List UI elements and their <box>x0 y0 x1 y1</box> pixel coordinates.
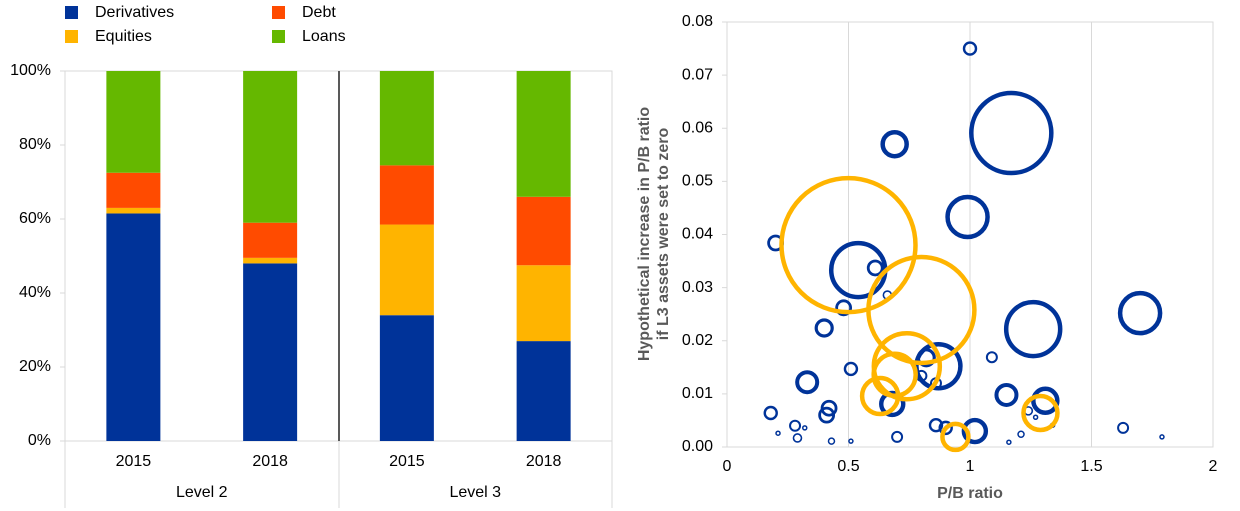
bubble <box>879 390 906 418</box>
y-tick-label: 100% <box>10 62 51 79</box>
bubble <box>763 405 778 421</box>
x-tick-label: 0.5 <box>837 458 859 475</box>
y-tick-label: 0.05 <box>682 173 713 190</box>
group-label: Level 3 <box>449 484 501 501</box>
bubble <box>928 418 944 433</box>
x-tick-label: 1.5 <box>1080 458 1102 475</box>
legend-label: Equities <box>95 28 152 45</box>
bubble <box>795 370 820 395</box>
bar-segment <box>106 71 161 173</box>
x-tick-label: 2018 <box>526 453 562 470</box>
bubble <box>940 421 971 453</box>
legend-label: Debt <box>302 4 336 21</box>
bar-segment <box>106 172 161 208</box>
bubble <box>938 420 953 436</box>
bubble <box>1031 386 1060 416</box>
bubble <box>962 41 978 56</box>
bubble <box>1117 290 1163 336</box>
y-tick-label: 0.00 <box>682 438 713 455</box>
bubble <box>828 240 888 300</box>
bubble <box>866 254 977 366</box>
x-tick-label: 2018 <box>252 453 288 470</box>
bubble <box>818 406 836 424</box>
legend-swatch <box>272 6 285 19</box>
bar-segment <box>379 224 434 316</box>
bubble <box>866 259 884 277</box>
bar-segment <box>243 263 298 441</box>
bubble <box>1017 430 1025 438</box>
x-tick-label: 2015 <box>116 453 152 470</box>
bubble <box>994 382 1019 407</box>
bubble <box>871 351 918 398</box>
bubble <box>802 425 808 431</box>
y-tick-label: 40% <box>19 284 51 301</box>
bubble <box>961 417 989 445</box>
bubble <box>969 90 1054 176</box>
bar-segment <box>243 222 298 258</box>
legend-swatch <box>65 30 78 43</box>
bar-segment <box>516 196 571 266</box>
bubble <box>1117 421 1130 434</box>
bar-segment <box>516 341 571 441</box>
y-tick-label: 0.04 <box>682 226 713 243</box>
bar-segment <box>106 207 161 214</box>
bubble <box>891 430 904 443</box>
bubble <box>848 438 854 444</box>
y-axis-label: Hypothetical increase in P/B ratio <box>636 107 653 362</box>
bubble <box>835 299 853 317</box>
bubble <box>827 437 836 445</box>
bar-segment <box>379 315 434 441</box>
bubble <box>859 375 901 417</box>
bubble <box>814 318 834 338</box>
bubble <box>1032 414 1039 420</box>
bubble <box>779 175 918 315</box>
y-tick-label: 0% <box>28 432 51 449</box>
y-tick-label: 0.03 <box>682 279 713 296</box>
bubble <box>1006 439 1012 445</box>
bubble <box>789 419 802 432</box>
legend-swatch <box>272 30 285 43</box>
bubble <box>775 430 781 436</box>
legend-swatch <box>65 6 78 19</box>
y-tick-label: 20% <box>19 358 51 375</box>
y-tick-label: 0.07 <box>682 66 713 83</box>
y-tick-label: 0.01 <box>682 385 713 402</box>
legend-label: Loans <box>302 28 346 45</box>
bubble <box>916 348 936 368</box>
bar-segment <box>379 165 434 225</box>
x-tick-label: 1 <box>966 458 975 475</box>
bubble <box>945 194 990 240</box>
y-tick-label: 0.08 <box>682 13 713 30</box>
bar-segment <box>243 71 298 223</box>
bubble <box>985 351 998 364</box>
x-tick-label: 2 <box>1209 458 1218 475</box>
bubble <box>1003 299 1063 359</box>
bubble <box>843 361 859 377</box>
legend-label: Derivatives <box>95 4 174 21</box>
bar-segment <box>106 213 161 441</box>
bar-segment <box>379 71 434 166</box>
y-tick-label: 60% <box>19 210 51 227</box>
y-tick-label: 0.06 <box>682 119 713 136</box>
group-label: Level 2 <box>176 484 228 501</box>
bubble <box>1159 434 1165 440</box>
bubble <box>1021 393 1060 433</box>
x-tick-label: 0 <box>723 458 732 475</box>
y-tick-label: 0.02 <box>682 332 713 349</box>
x-tick-label: 2015 <box>389 453 425 470</box>
bar-segment <box>516 71 571 197</box>
y-tick-label: 80% <box>19 136 51 153</box>
y-axis-label: if L3 assets were set to zero <box>655 128 672 341</box>
bubble <box>792 433 803 443</box>
bar-segment <box>516 265 571 342</box>
x-axis-label: P/B ratio <box>937 485 1003 502</box>
bar-segment <box>243 257 298 264</box>
bubble <box>880 129 909 159</box>
